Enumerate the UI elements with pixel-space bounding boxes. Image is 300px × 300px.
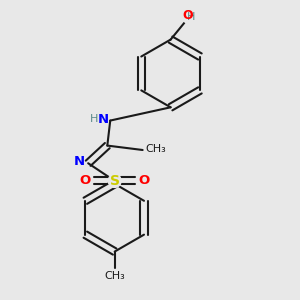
Text: CH₃: CH₃: [146, 144, 166, 154]
Text: N: N: [97, 112, 109, 126]
Circle shape: [108, 174, 121, 188]
Text: N: N: [74, 155, 85, 168]
Text: CH₃: CH₃: [104, 271, 125, 281]
Text: S: S: [110, 174, 120, 188]
Text: O: O: [80, 174, 91, 188]
Text: H: H: [90, 114, 98, 124]
Text: O: O: [139, 174, 150, 188]
Text: O: O: [182, 9, 193, 22]
Text: H: H: [187, 12, 195, 22]
